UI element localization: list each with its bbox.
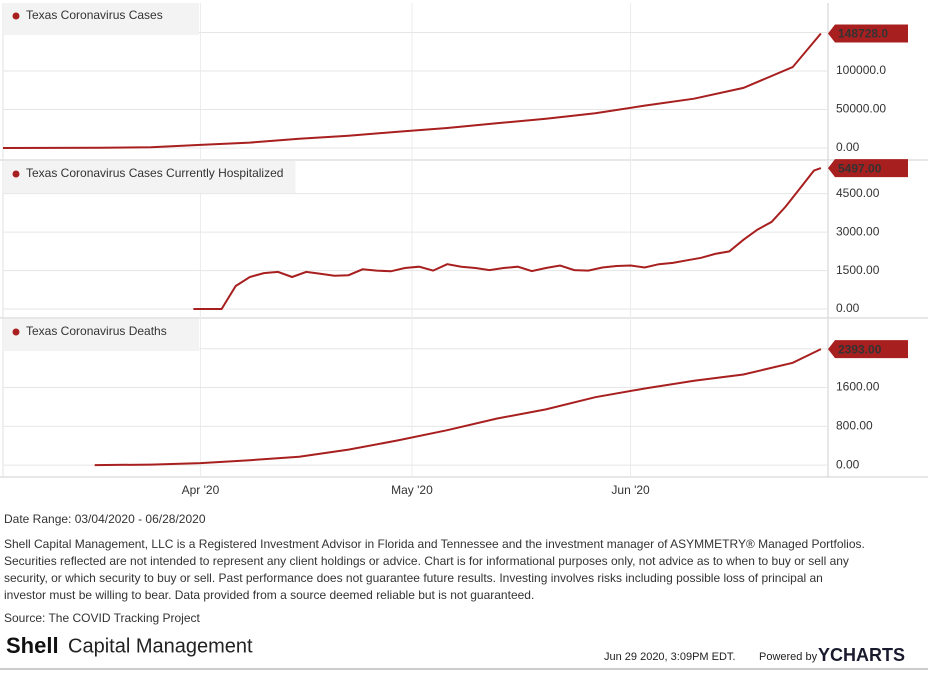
legend-label: Texas Coronavirus Cases Currently Hospit… (26, 166, 283, 180)
legend-box (3, 319, 199, 351)
legend-marker (12, 170, 20, 178)
legend: Texas Coronavirus Cases (3, 3, 199, 35)
end-label-box (828, 340, 908, 359)
logo-text: Capital Management (68, 635, 253, 657)
x-tick-label: Apr '20 (182, 483, 220, 497)
y-tick-label: 800.00 (836, 418, 873, 432)
y-tick-label: 1600.00 (836, 380, 880, 394)
legend: Texas Coronavirus Cases Currently Hospit… (3, 161, 296, 193)
date-range: Date Range: 03/04/2020 - 06/28/2020 (4, 512, 206, 526)
y-tick-label: 0.00 (836, 457, 860, 471)
legend-box (3, 3, 199, 35)
legend-box (3, 161, 296, 193)
legend-label: Texas Coronavirus Cases (26, 8, 163, 22)
end-label-box (828, 159, 908, 178)
series-line (2, 32, 822, 149)
legend: Texas Coronavirus Deaths (3, 319, 199, 351)
x-tick-label: Jun '20 (611, 483, 650, 497)
timestamp: Jun 29 2020, 3:09PM EDT. (604, 651, 735, 663)
y-tick-label: 3000.00 (836, 224, 880, 238)
disclaimer-line: security, or which security to buy or se… (4, 571, 823, 585)
y-tick-label: 1500.00 (836, 263, 880, 277)
y-tick-label: 0.00 (836, 301, 860, 315)
end-label: 5497.00 (838, 161, 882, 175)
source: Source: The COVID Tracking Project (4, 611, 201, 625)
y-tick-label: 50000.00 (836, 102, 886, 116)
end-label-box (828, 24, 908, 43)
logo-bold: Shell (6, 633, 59, 658)
end-label: 2393.00 (838, 342, 882, 356)
legend-marker (12, 328, 20, 336)
legend-label: Texas Coronavirus Deaths (26, 324, 167, 338)
powered-by: Powered by (759, 651, 818, 663)
y-tick-label: 4500.00 (836, 186, 880, 200)
end-label: 148728.0 (838, 27, 888, 41)
series-line (94, 348, 822, 467)
legend-marker (12, 12, 20, 20)
brand: YCHARTS (818, 645, 905, 665)
disclaimer-line: Shell Capital Management, LLC is a Regis… (4, 537, 865, 551)
disclaimer-line: Securities reflected are not intended to… (4, 554, 849, 568)
y-tick-label: 100000.0 (836, 63, 886, 77)
disclaimer-line: investor must be willing to bear. Data p… (4, 588, 534, 602)
x-tick-label: May '20 (391, 483, 433, 497)
series-line (193, 167, 822, 310)
y-tick-label: 0.00 (836, 140, 860, 154)
